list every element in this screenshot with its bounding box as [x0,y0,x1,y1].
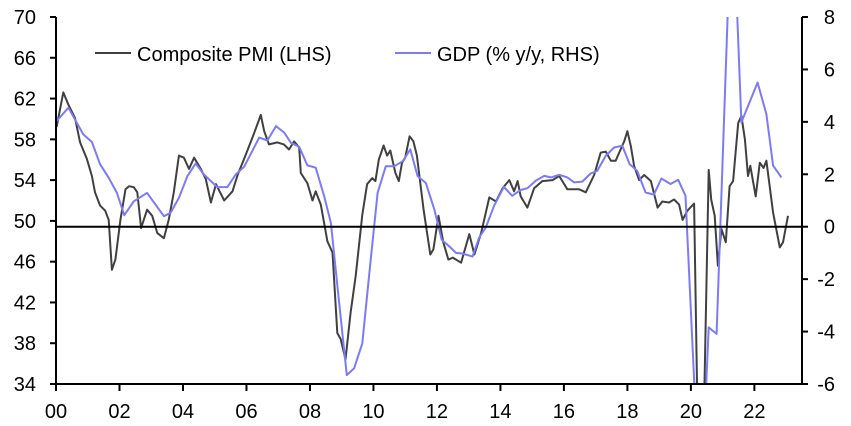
x-tick-label: 20 [680,401,702,423]
left-tick-label: 34 [14,374,36,396]
x-tick-label: 00 [45,401,67,423]
x-tick-label: 16 [553,401,575,423]
right-tick-label: 2 [824,164,835,186]
x-tick-label: 12 [426,401,448,423]
x-tick-label: 14 [489,401,511,423]
legend-label-gdp: GDP (% y/y, RHS) [437,44,600,66]
x-tick-label: 04 [172,401,194,423]
left-tick-label: 54 [14,170,36,192]
left-tick-label: 38 [14,333,36,355]
right-tick-label: -2 [817,269,835,291]
x-tick-label: 18 [616,401,638,423]
left-tick-label: 50 [14,211,36,233]
left-tick-label: 46 [14,252,36,274]
right-tick-label: 8 [824,7,835,29]
left-tick-label: 62 [14,89,36,111]
x-tick-label: 10 [362,401,384,423]
x-tick-label: 08 [299,401,321,423]
left-tick-label: 70 [14,7,36,29]
right-tick-label: -4 [817,322,835,344]
right-tick-label: 0 [824,217,835,239]
x-tick-label: 06 [235,401,257,423]
right-tick-label: 4 [824,112,835,134]
right-tick-label: -6 [817,374,835,396]
left-tick-label: 58 [14,129,36,151]
legend: Composite PMI (LHS) GDP (% y/y, RHS) [95,44,600,66]
x-tick-label: 22 [743,401,765,423]
x-tick-label: 02 [108,401,130,423]
series-line-gdp [55,16,783,385]
legend-label-pmi: Composite PMI (LHS) [137,44,332,66]
left-tick-label: 42 [14,292,36,314]
right-tick-label: 6 [824,59,835,81]
series-line-pmi [55,91,789,385]
left-tick-label: 66 [14,48,36,70]
